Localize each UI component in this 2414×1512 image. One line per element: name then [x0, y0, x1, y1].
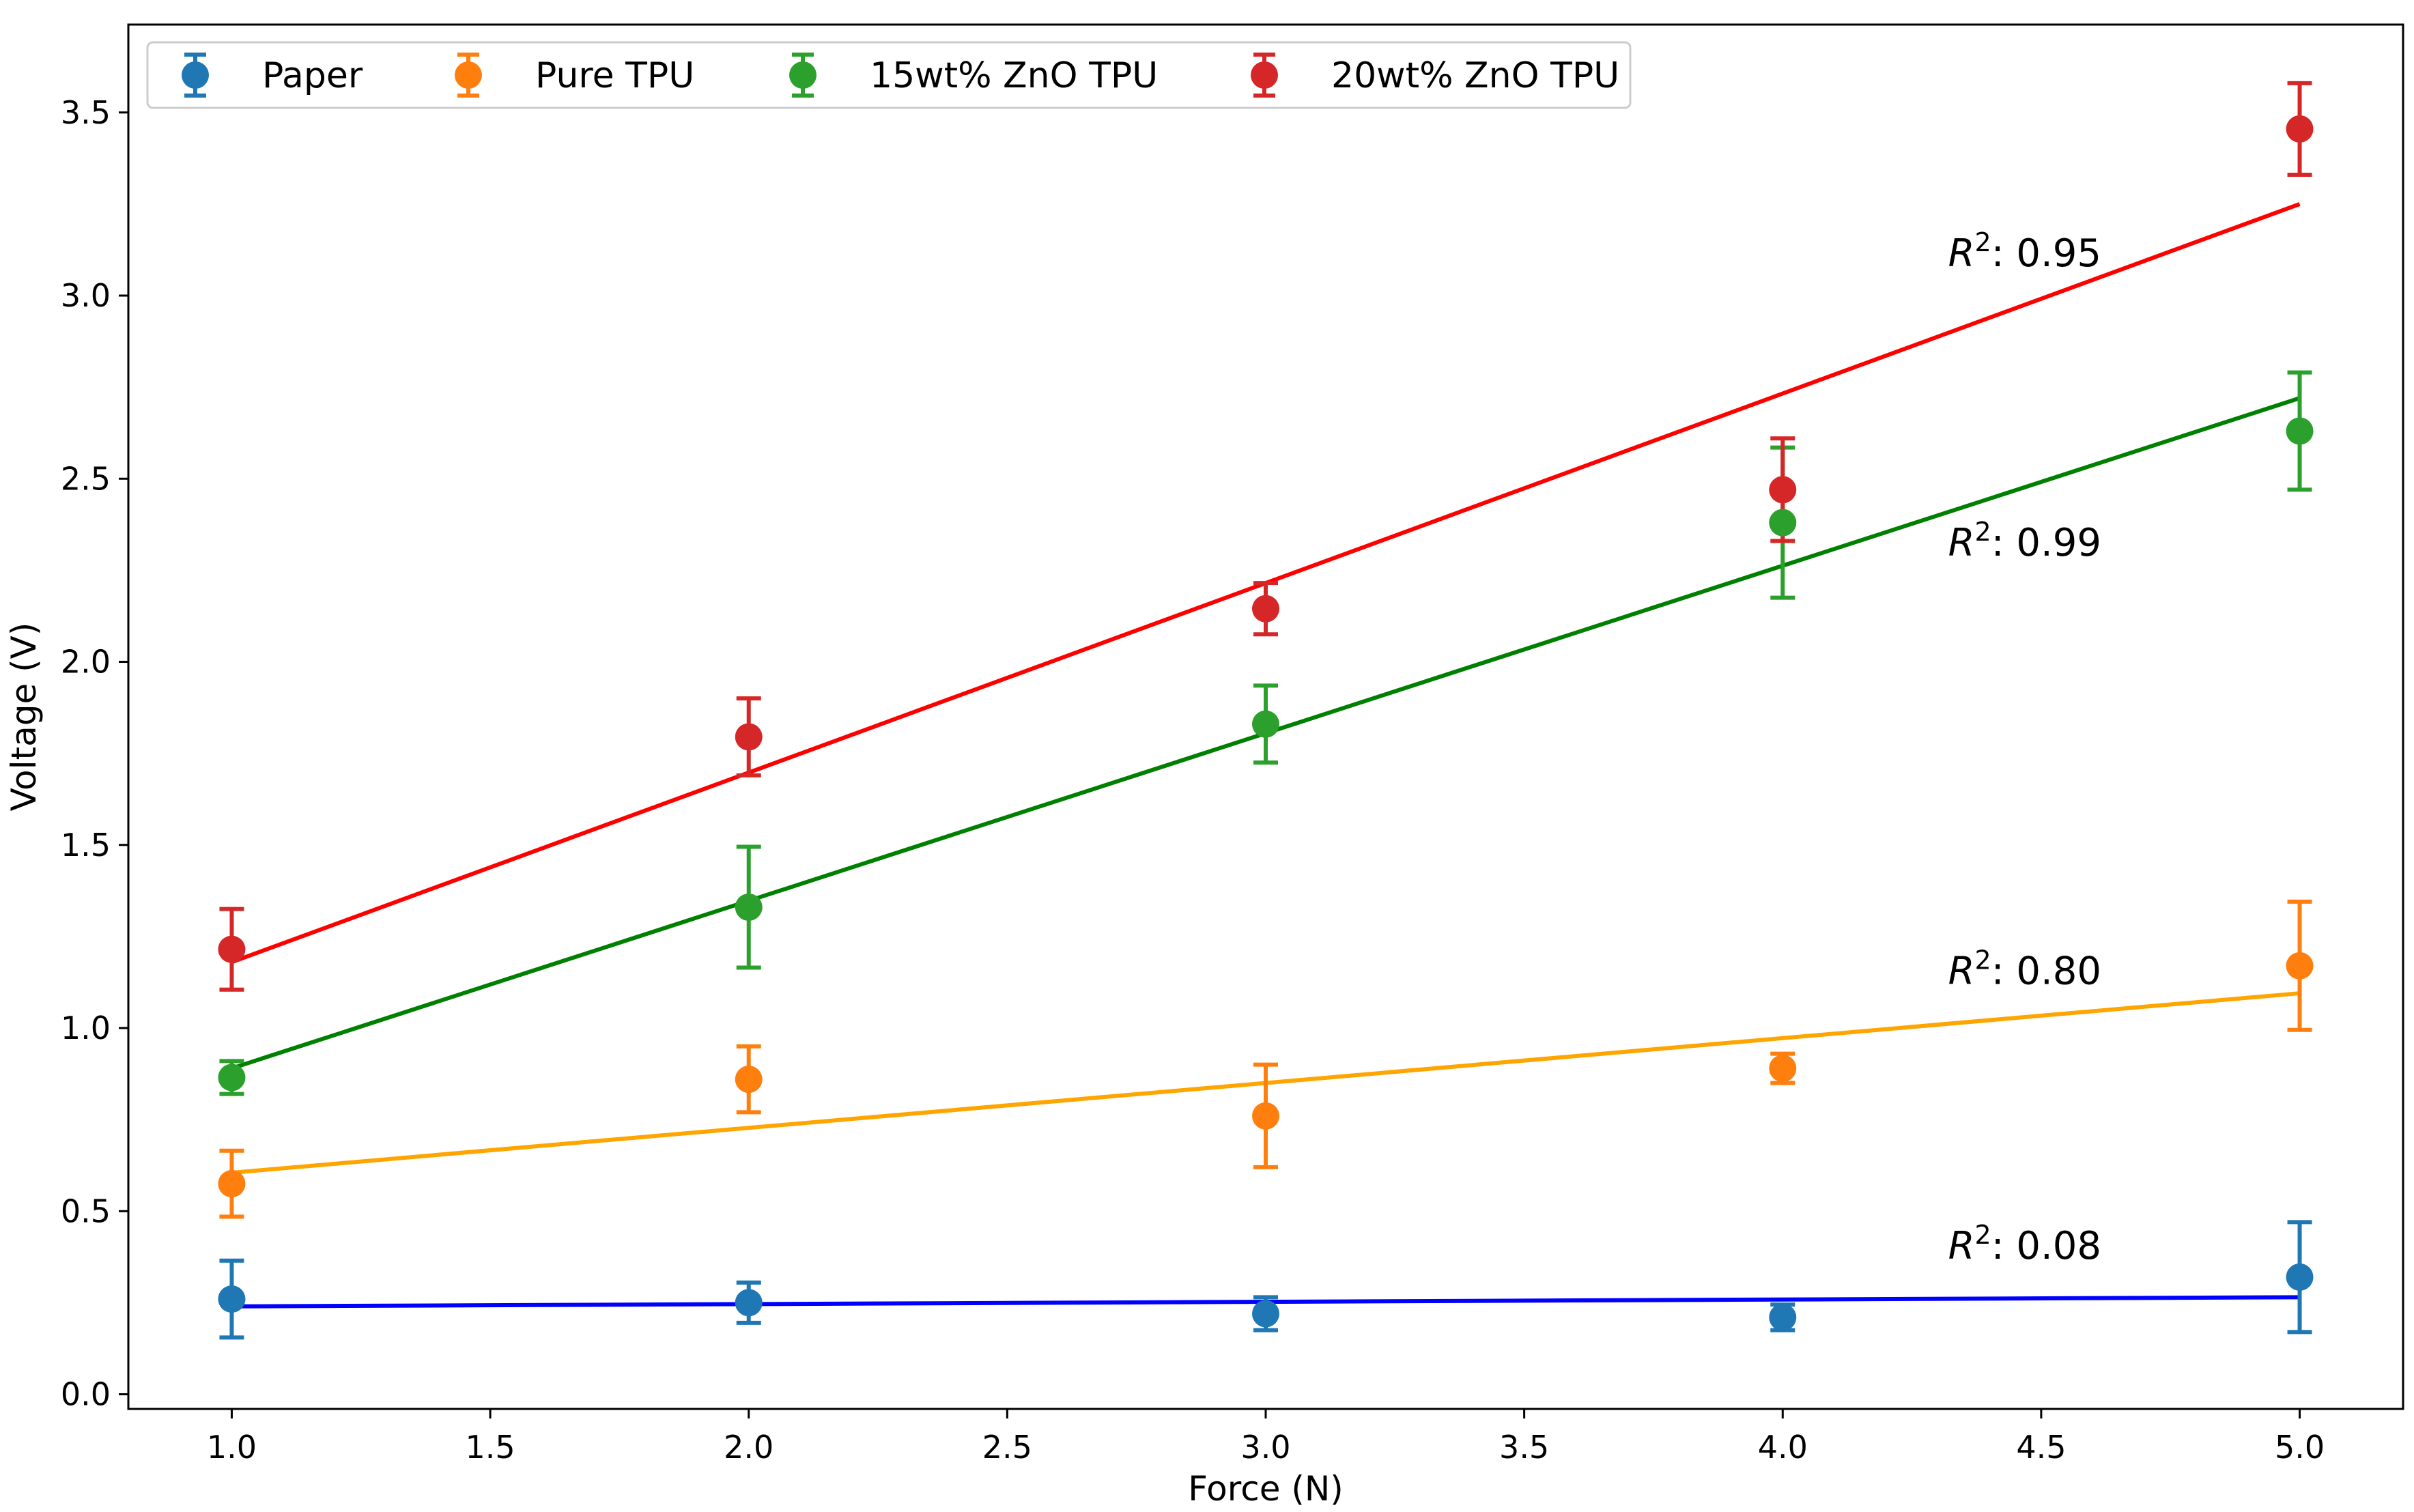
x-tick-label: 1.0: [207, 1429, 257, 1466]
r2-value: : 0.08: [1991, 1224, 2101, 1268]
y-tick-label: 0.0: [61, 1376, 111, 1413]
r2-superscript: 2: [1975, 227, 1991, 257]
data-point: [2286, 1263, 2314, 1291]
data-point: [1252, 595, 1279, 623]
x-axis-label: Force (N): [1188, 1469, 1344, 1509]
r2-annotation: R2: 0.95: [1948, 227, 2101, 276]
r2-superscript: 2: [1975, 1220, 1991, 1250]
data-point: [1252, 1300, 1279, 1328]
data-point: [218, 935, 246, 963]
r2-annotation: R2: 0.99: [1948, 517, 2101, 565]
r2-value: : 0.80: [1991, 950, 2101, 994]
data-point: [1252, 1102, 1279, 1130]
r2-symbol: R: [1948, 231, 1975, 276]
y-tick-label: 1.5: [61, 827, 111, 864]
data-point: [1769, 1055, 1797, 1083]
r2-annotation: R2: 0.80: [1948, 945, 2101, 994]
r2-annotation: R2: 0.08: [1948, 1220, 2101, 1268]
x-tick-label: 3.5: [1499, 1429, 1549, 1466]
x-tick-label: 1.5: [466, 1429, 515, 1466]
x-tick-label: 4.0: [1758, 1429, 1808, 1466]
legend: Paper Pure TPU 15wt% ZnO TPU 20wt% ZnO TPU: [146, 41, 1632, 109]
data-point: [1769, 509, 1797, 537]
x-tick-label: 4.5: [2016, 1429, 2066, 1466]
legend-marker: [182, 61, 209, 89]
data-point: [735, 1289, 763, 1317]
r2-value: : 0.99: [1991, 521, 2101, 565]
x-tick-label: 2.5: [982, 1429, 1032, 1466]
legend-marker: [455, 61, 482, 89]
legend-marker: [1251, 61, 1278, 89]
y-tick-label: 2.5: [61, 460, 111, 497]
y-tick-label: 1.0: [61, 1010, 111, 1046]
r2-symbol: R: [1948, 1224, 1975, 1268]
data-point: [735, 1066, 763, 1094]
data-point: [1769, 476, 1797, 504]
y-axis-label: Voltage (V): [4, 623, 44, 812]
data-point: [218, 1170, 246, 1198]
data-point: [735, 893, 763, 921]
r2-superscript: 2: [1975, 945, 1991, 975]
y-tick-label: 3.0: [61, 277, 111, 314]
x-tick-label: 3.0: [1240, 1429, 1290, 1466]
data-point: [218, 1064, 246, 1092]
y-tick-label: 0.5: [61, 1193, 111, 1229]
y-tick-label: 2.0: [61, 644, 111, 681]
legend-label: 20wt% ZnO TPU: [1331, 55, 1619, 96]
data-point: [1769, 1303, 1797, 1331]
r2-symbol: R: [1948, 950, 1975, 994]
data-point: [1252, 710, 1279, 738]
x-tick-label: 5.0: [2275, 1429, 2325, 1466]
legend-marker: [789, 61, 816, 89]
r2-symbol: R: [1948, 521, 1975, 565]
r2-value: : 0.95: [1991, 231, 2101, 276]
data-point: [735, 723, 763, 751]
legend-frame: [146, 41, 1632, 109]
x-tick-label: 2.0: [724, 1429, 773, 1466]
data-point: [2286, 952, 2314, 980]
data-point: [2286, 417, 2314, 445]
y-tick-label: 3.5: [61, 94, 111, 131]
legend-label: Pure TPU: [535, 55, 694, 96]
r2-superscript: 2: [1975, 517, 1991, 547]
data-point: [2286, 115, 2314, 143]
data-point: [218, 1285, 246, 1313]
legend-label: Paper: [262, 55, 363, 96]
legend-label: 15wt% ZnO TPU: [870, 55, 1158, 96]
